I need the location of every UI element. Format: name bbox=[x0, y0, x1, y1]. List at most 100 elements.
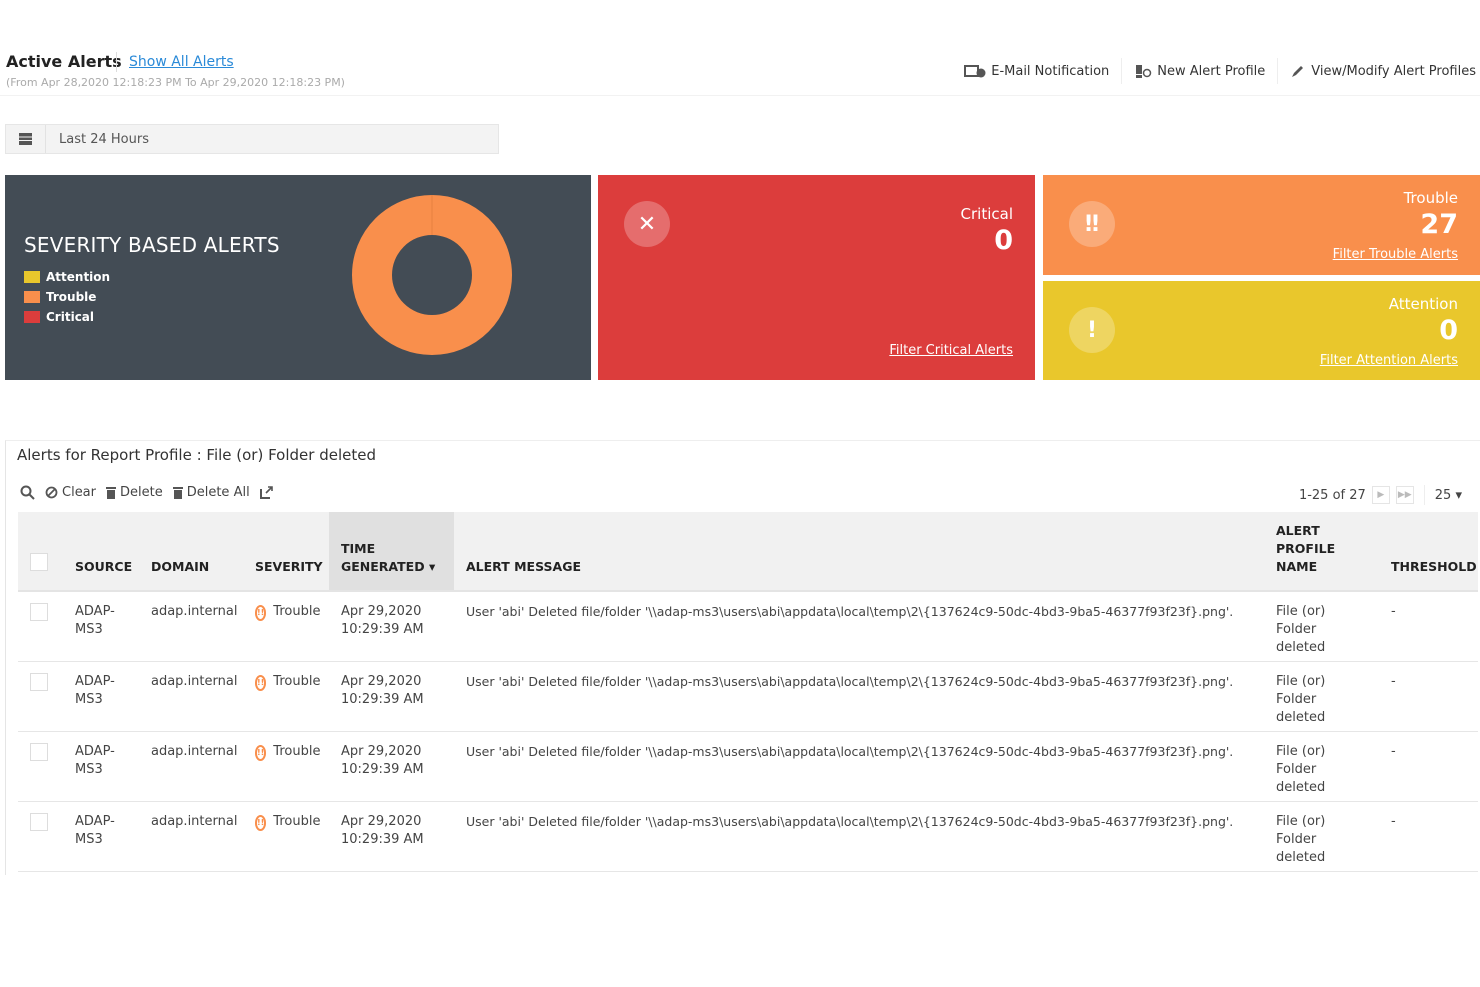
table-row[interactable]: ADAP- MS3 adap.internal !! Trouble Apr 29,… bbox=[18, 801, 1478, 872]
show-all-alerts-link[interactable]: Show All Alerts bbox=[129, 54, 234, 70]
critical-count: 0 bbox=[994, 225, 1013, 256]
profile-text: File (or) Folder bbox=[1276, 604, 1326, 637]
clear-button[interactable]: Clear bbox=[45, 485, 96, 500]
attention-label: Attention bbox=[1388, 295, 1458, 313]
view-modify-profiles-label: View/Modify Alert Profiles bbox=[1311, 63, 1476, 79]
profile-text: deleted bbox=[1276, 640, 1326, 655]
delete-all-label: Delete All bbox=[186, 485, 250, 500]
source-cell: ADAP- MS3 bbox=[63, 801, 139, 872]
profile-text: deleted bbox=[1276, 779, 1326, 795]
time-cell: Apr 29,2020 10:29:39 AM bbox=[329, 591, 454, 662]
row-checkbox[interactable] bbox=[30, 603, 48, 621]
search-button[interactable] bbox=[20, 485, 35, 500]
table-header-row: SOURCE DOMAIN SEVERITY TIME GENERATED ▾ A… bbox=[18, 512, 1478, 592]
page-size-select[interactable]: 25 ▾ bbox=[1434, 487, 1462, 503]
exclamation-icon: ! bbox=[1069, 307, 1115, 353]
divider bbox=[116, 52, 117, 72]
message-cell: User 'abi' Deleted file/folder '\\adap-m… bbox=[454, 661, 1264, 732]
filter-critical-link[interactable]: Filter Critical Alerts bbox=[889, 343, 1013, 358]
column-header-alert-message[interactable]: ALERT MESSAGE bbox=[454, 512, 1264, 592]
row-checkbox[interactable] bbox=[30, 812, 48, 831]
table-row[interactable]: ADAP- MS3 adap.internal !! Trouble Apr 29,… bbox=[18, 591, 1478, 662]
trouble-card: ‼ Trouble 27 Filter Trouble Alerts bbox=[1043, 175, 1480, 275]
legend-swatch bbox=[24, 291, 40, 303]
header-text: GENERATED bbox=[341, 559, 425, 574]
source-text: ADAP- bbox=[75, 604, 115, 619]
clear-label: Clear bbox=[62, 485, 96, 500]
header-text: TIME bbox=[341, 541, 376, 556]
column-header-domain[interactable]: DOMAIN bbox=[139, 512, 243, 592]
select-all-checkbox[interactable] bbox=[30, 553, 48, 571]
trouble-icon: !! bbox=[255, 814, 267, 831]
table-toolbar: Clear Delete Delete All bbox=[20, 485, 273, 500]
severity-cell: !! Trouble bbox=[243, 731, 329, 802]
delete-label: Delete bbox=[120, 485, 163, 500]
source-text: ADAP- bbox=[75, 743, 115, 759]
domain-cell: adap.internal bbox=[139, 661, 243, 732]
message-cell: User 'abi' Deleted file/folder '\\adap-m… bbox=[454, 731, 1264, 802]
time-text: 10:29:39 AM bbox=[341, 622, 424, 637]
calendar-icon bbox=[6, 125, 46, 153]
email-notification-label: E-Mail Notification bbox=[991, 63, 1110, 79]
header-text: ALERT bbox=[1276, 523, 1320, 538]
trouble-icon: !! bbox=[255, 674, 267, 691]
pagination: 1-25 of 27 ▶ ▶▶ 25 ▾ bbox=[1299, 485, 1462, 505]
trouble-icon: !! bbox=[255, 605, 267, 621]
column-header-severity[interactable]: SEVERITY bbox=[243, 512, 329, 592]
profile-text: File (or) Folder bbox=[1276, 813, 1326, 847]
source-text: ADAP- bbox=[75, 813, 115, 829]
view-modify-profiles-button[interactable]: View/Modify Alert Profiles bbox=[1278, 58, 1476, 84]
filter-attention-link[interactable]: Filter Attention Alerts bbox=[1319, 353, 1458, 368]
profile-cell: File (or) Folder deleted bbox=[1264, 801, 1379, 872]
page-title: Active Alerts bbox=[6, 52, 122, 71]
close-x-icon: ✕ bbox=[624, 201, 670, 247]
source-cell: ADAP- MS3 bbox=[63, 661, 139, 732]
column-header-source[interactable]: SOURCE bbox=[63, 512, 139, 592]
page-range: 1-25 of 27 bbox=[1298, 487, 1366, 503]
time-cell: Apr 29,2020 10:29:39 AM bbox=[329, 801, 454, 872]
filter-trouble-link[interactable]: Filter Trouble Alerts bbox=[1332, 247, 1458, 262]
pencil-icon bbox=[1292, 66, 1304, 77]
time-text: 10:29:39 AM bbox=[341, 831, 424, 847]
chart-legend: Attention Trouble Critical bbox=[24, 267, 110, 327]
profile-text: File (or) Folder bbox=[1276, 673, 1326, 707]
legend-label: Critical bbox=[46, 310, 95, 324]
email-notification-button[interactable]: E-Mail Notification bbox=[952, 58, 1123, 84]
delete-button[interactable]: Delete bbox=[106, 485, 163, 500]
profile-cell: File (or) Folder deleted bbox=[1264, 661, 1379, 732]
message-cell: User 'abi' Deleted file/folder '\\adap-m… bbox=[454, 801, 1264, 872]
new-alert-icon bbox=[1136, 65, 1152, 78]
source-text: ADAP- bbox=[75, 673, 115, 689]
table-row[interactable]: ADAP- MS3 adap.internal !! Trouble Apr 29,… bbox=[18, 731, 1478, 802]
last-page-button[interactable]: ▶▶ bbox=[1395, 486, 1414, 504]
critical-card: ✕ Critical 0 Filter Critical Alerts bbox=[598, 175, 1035, 380]
delete-all-button[interactable]: Delete All bbox=[172, 485, 250, 500]
row-checkbox[interactable] bbox=[30, 742, 48, 761]
date-text: Apr 29,2020 bbox=[341, 673, 422, 689]
row-checkbox[interactable] bbox=[30, 672, 48, 691]
column-header-alert-profile-name[interactable]: ALERT PROFILE NAME bbox=[1264, 512, 1379, 592]
critical-label: Critical bbox=[960, 205, 1013, 223]
double-exclamation-icon: ‼ bbox=[1069, 201, 1115, 247]
legend-label: Attention bbox=[46, 270, 111, 284]
severity-donut-chart bbox=[352, 195, 512, 355]
export-button[interactable] bbox=[259, 486, 273, 499]
domain-cell: adap.internal bbox=[139, 801, 243, 872]
source-cell: ADAP- MS3 bbox=[63, 591, 139, 662]
row-select-cell bbox=[18, 591, 63, 662]
column-header-threshold[interactable]: THRESHOLD bbox=[1379, 512, 1478, 592]
legend-swatch bbox=[24, 311, 40, 323]
row-select-cell bbox=[18, 731, 63, 802]
search-icon bbox=[20, 485, 35, 500]
table-row[interactable]: ADAP- MS3 adap.internal !! Trouble Apr 29,… bbox=[18, 661, 1478, 732]
next-page-button[interactable]: ▶ bbox=[1371, 486, 1390, 504]
profile-cell: File (or) Folder deleted bbox=[1264, 591, 1379, 662]
page-size-value: 25 bbox=[1434, 487, 1452, 503]
header-text: NAME bbox=[1276, 559, 1318, 574]
new-alert-profile-button[interactable]: New Alert Profile bbox=[1122, 58, 1279, 84]
divider bbox=[1423, 485, 1425, 505]
alerts-table-section: Alerts for Report Profile : File (or) Fo… bbox=[5, 440, 1480, 875]
row-select-cell bbox=[18, 661, 63, 732]
date-filter-select[interactable]: Last 24 Hours bbox=[5, 124, 499, 154]
column-header-time-generated[interactable]: TIME GENERATED ▾ bbox=[329, 512, 454, 592]
